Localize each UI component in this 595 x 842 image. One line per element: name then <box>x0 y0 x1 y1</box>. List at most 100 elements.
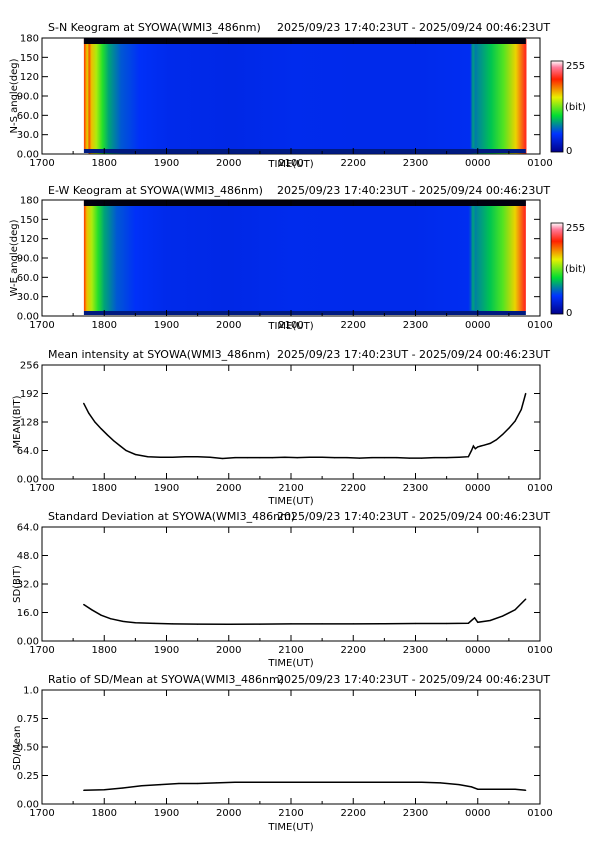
data-point <box>439 782 441 784</box>
data-point <box>103 789 105 791</box>
sd-mean-ratio-panel: Ratio of SD/Mean at SYOWA(WMI3_486nm) 20… <box>12 673 553 833</box>
y-tick-label: 0.00 <box>17 150 39 161</box>
y-axis-label: N-S angle(deg) <box>9 58 20 133</box>
data-point <box>396 457 398 459</box>
data-point <box>470 786 473 788</box>
data-point <box>153 622 155 625</box>
y-tick-label: 128 <box>20 418 39 429</box>
panel-title: Ratio of SD/Mean at SYOWA(WMI3_486nm) <box>48 673 284 686</box>
x-tick-label: 1800 <box>92 320 117 331</box>
data-point <box>520 408 522 411</box>
data-point <box>474 448 476 450</box>
data-point <box>83 789 85 791</box>
keogram-top-band <box>83 38 526 44</box>
y-tick-label: 150 <box>20 53 39 64</box>
y-tick-label: 180 <box>20 196 39 207</box>
y-ticks: 0.00 30.0 60.0 90.0 120 150 180 <box>17 34 540 161</box>
colorbar-min-label: 0 <box>566 308 572 319</box>
x-tick-label: 2300 <box>403 808 428 819</box>
data-point <box>383 623 385 625</box>
x-tick-label: 2100 <box>278 320 303 331</box>
data-point <box>408 457 410 459</box>
x-ticks: 1700 1800 1900 2000 2100 2200 2300 0000 0100 <box>29 527 553 656</box>
data-point <box>495 439 497 441</box>
x-tick-label: 1800 <box>92 158 117 169</box>
data-point <box>234 457 236 459</box>
data-point <box>483 444 485 446</box>
data-point <box>489 442 491 444</box>
data-point <box>119 445 121 447</box>
data-point <box>334 457 336 459</box>
y-tick-label: 30.0 <box>17 130 39 141</box>
panel-time-range: 2025/09/23 17:40:23UT - 2025/09/24 00:46… <box>277 348 550 361</box>
x-tick-label: 1700 <box>29 645 54 656</box>
keogram-marks <box>83 38 526 153</box>
data-point <box>502 788 504 790</box>
data-point <box>371 457 373 459</box>
x-tick-label: 0100 <box>527 645 552 656</box>
y-tick-label: 0.75 <box>17 714 39 725</box>
x-axis-label: TIME(UT) <box>267 159 313 170</box>
panel-time-range: 2025/09/23 17:40:23UT - 2025/09/24 00:46… <box>277 21 550 34</box>
colorbar-max-label: 255 <box>566 223 585 234</box>
x-tick-label: 2000 <box>216 808 241 819</box>
y-tick-label: 180 <box>20 34 39 45</box>
data-point <box>234 781 236 783</box>
data-point <box>433 457 435 459</box>
y-tick-label: 90.0 <box>17 92 39 103</box>
data-point <box>309 456 311 458</box>
x-axis-label: TIME(UT) <box>267 496 313 507</box>
x-tick-label: 2000 <box>216 158 241 169</box>
data-point <box>514 609 516 611</box>
colorbar-max-label: 255 <box>566 61 585 72</box>
data-point <box>209 456 211 458</box>
x-tick-label: 1900 <box>154 808 179 819</box>
data-point <box>113 440 115 442</box>
x-tick-label: 1700 <box>29 320 54 331</box>
x-tick-label: 2300 <box>403 483 428 494</box>
data-point <box>525 789 527 791</box>
y-tick-label: 0.00 <box>17 637 39 648</box>
panel-time-range: 2025/09/23 17:40:23UT - 2025/09/24 00:46… <box>277 184 550 197</box>
x-tick-label: 2300 <box>403 645 428 656</box>
data-point <box>365 781 367 783</box>
x-tick-label: 1800 <box>92 483 117 494</box>
data-point <box>100 428 102 430</box>
y-tick-label: 120 <box>20 234 39 245</box>
data-point <box>134 622 136 624</box>
y-tick-label: 120 <box>20 72 39 83</box>
x-tick-label: 1700 <box>29 158 54 169</box>
panel-time-range: 2025/09/23 17:40:23UT - 2025/09/24 00:46… <box>277 510 550 523</box>
data-point <box>83 402 85 404</box>
data-point <box>474 617 476 619</box>
x-tick-label: 2000 <box>216 645 241 656</box>
data-point <box>402 781 404 783</box>
data-point <box>125 449 127 452</box>
data-point <box>383 781 385 783</box>
data-points <box>83 598 527 625</box>
colorbar-scale <box>550 222 564 315</box>
mean-intensity-panel: Mean intensity at SYOWA(WMI3_486nm) 2025… <box>12 348 553 507</box>
data-point <box>489 619 491 622</box>
x-ticks: 1700 1800 1900 2000 2100 2200 2300 0000 0100 <box>29 38 553 169</box>
colorbar-min-label: 0 <box>566 146 572 157</box>
keogram-bottom-band <box>83 311 526 315</box>
x-tick-label: 0000 <box>465 158 490 169</box>
data-point <box>446 622 448 625</box>
x-tick-label: 1900 <box>154 645 179 656</box>
data-point <box>514 420 516 422</box>
y-tick-label: 0.00 <box>17 312 39 323</box>
data-point <box>525 598 527 600</box>
data-points <box>83 781 527 791</box>
y-axis-label: SD(BIT) <box>12 565 23 603</box>
colorbar-scale <box>550 60 564 153</box>
axes-frame <box>41 364 541 480</box>
keogram-top-band <box>83 200 526 206</box>
y-tick-label: 48.0 <box>17 551 39 562</box>
data-point <box>253 781 255 783</box>
y-tick-label: 192 <box>20 389 39 400</box>
x-tick-label: 1700 <box>29 483 54 494</box>
x-tick-label: 1900 <box>154 158 179 169</box>
ratio-series-line <box>83 781 526 792</box>
data-point <box>467 622 469 624</box>
